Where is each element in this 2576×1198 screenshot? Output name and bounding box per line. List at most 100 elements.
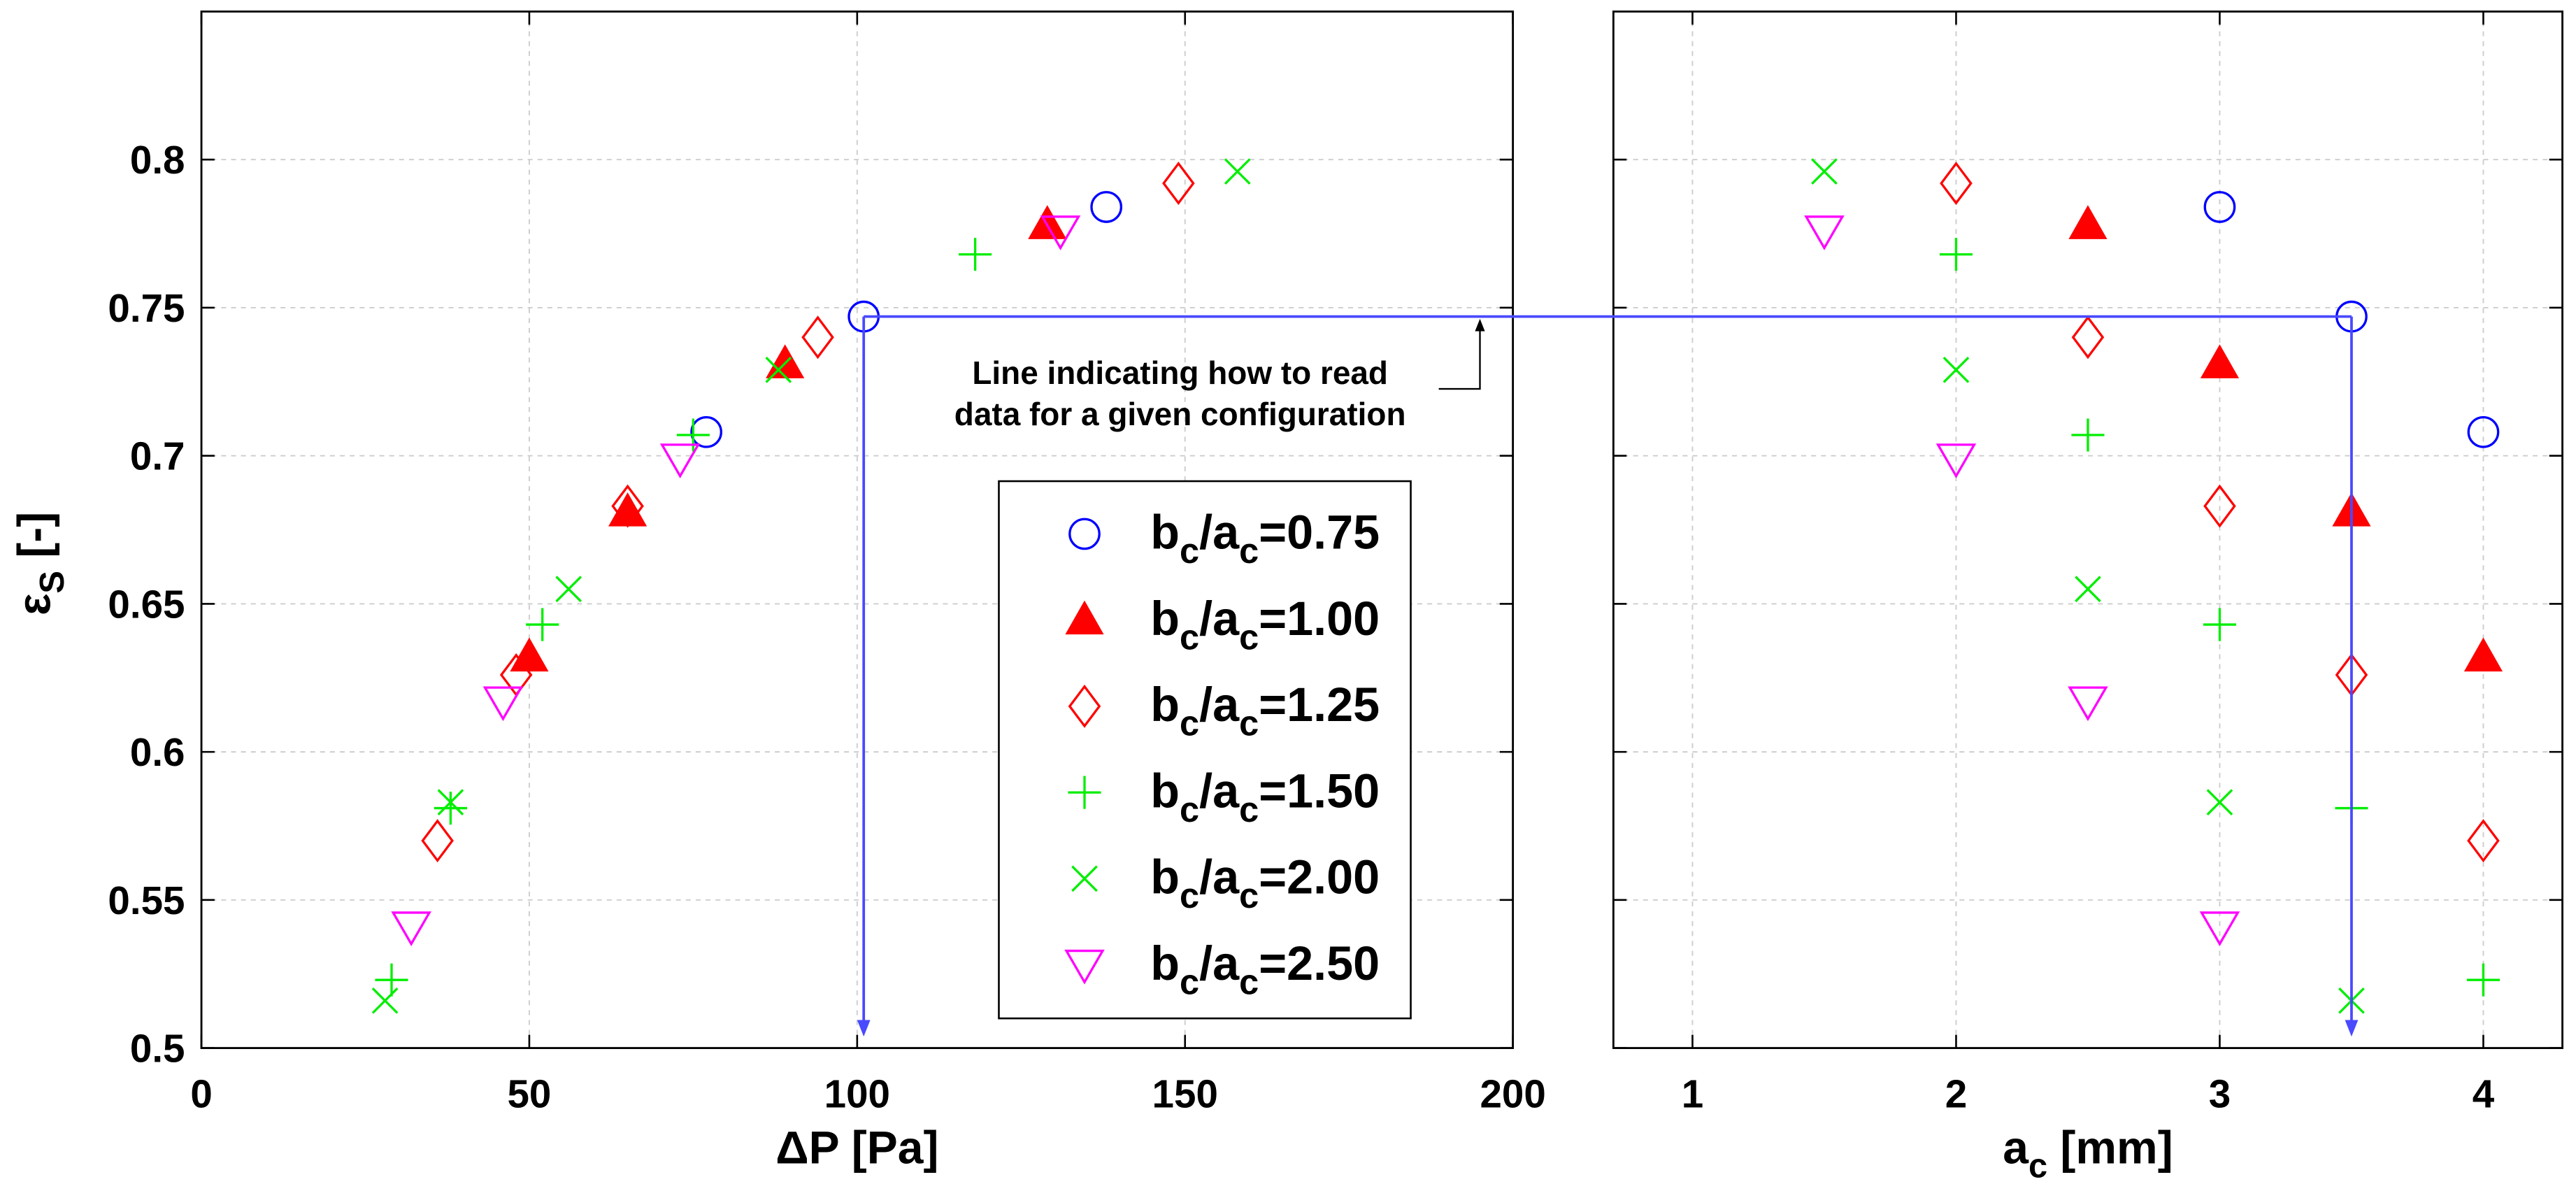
legend-entry: b_c/a_c=1.50 bbox=[1068, 764, 1380, 829]
y-axis-label: ε_S [-] bbox=[8, 512, 71, 615]
y-tick-label: 0.7 bbox=[130, 434, 185, 478]
annotation-arrowhead bbox=[1475, 318, 1485, 331]
y-tick-label: 0.65 bbox=[108, 582, 185, 626]
legend-marker-triangle-up bbox=[1065, 600, 1104, 635]
guide-arrowhead bbox=[857, 1020, 871, 1037]
data-point-diamond bbox=[801, 315, 834, 359]
legend-label: b_c/a_c=1.50 bbox=[1150, 764, 1380, 829]
data-point-plus bbox=[526, 608, 559, 641]
series-3 bbox=[375, 238, 992, 997]
legend-box bbox=[998, 480, 1412, 1020]
legend-marker-diamond bbox=[1068, 684, 1101, 728]
legend-marker-plus bbox=[1068, 776, 1101, 809]
x-axis-label: ΔP [Pa] bbox=[775, 1122, 938, 1174]
data-point-plus bbox=[2071, 418, 2105, 452]
x-tick-label: 3 bbox=[2209, 1071, 2231, 1115]
series-4 bbox=[371, 158, 1251, 1014]
data-point-x bbox=[765, 357, 792, 383]
legend-label: b_c/a_c=2.00 bbox=[1150, 851, 1380, 915]
data-point-diamond bbox=[1162, 162, 1195, 206]
legend-entry: b_c/a_c=1.25 bbox=[1068, 678, 1380, 743]
data-point-plus bbox=[959, 238, 992, 271]
x-axis-label: a_c [mm] bbox=[2003, 1122, 2173, 1185]
annotation-leader-line bbox=[1438, 327, 1481, 390]
tick-marks bbox=[1613, 11, 2563, 1049]
tick-marks bbox=[200, 11, 1514, 1049]
guide-arrowhead bbox=[2345, 1020, 2359, 1037]
y-tick-label: 0.6 bbox=[130, 730, 185, 774]
data-point-x bbox=[1942, 357, 1970, 383]
data-point-diamond bbox=[611, 484, 644, 528]
data-point-x bbox=[2075, 576, 2101, 603]
data-point-diamond bbox=[2203, 484, 2236, 528]
legend-entry: b_c/a_c=0.75 bbox=[1068, 506, 1380, 571]
data-point-triangle-up bbox=[1028, 205, 1067, 239]
data-point-triangle-up bbox=[2463, 637, 2503, 672]
data-point-triangle-down bbox=[2199, 911, 2240, 946]
x-tick-label: 4 bbox=[2473, 1071, 2495, 1115]
data-point-diamond bbox=[2071, 315, 2105, 359]
data-point-triangle-down bbox=[2068, 686, 2108, 722]
plot-area-frame bbox=[1612, 10, 2563, 1049]
data-point-triangle-down bbox=[391, 911, 431, 946]
left-panel-pressure-drop: 0 50 100 150 200 0.5 0.55 0.6 0.65 0.7 0.75 0.8 ΔP [… bbox=[8, 10, 1546, 1174]
x-tick-label: 0 bbox=[190, 1071, 212, 1115]
annotation-text: Line indicating how to read bbox=[972, 355, 1388, 391]
series-2 bbox=[421, 162, 1195, 863]
data-point-x bbox=[1811, 158, 1838, 185]
series-2 bbox=[1940, 162, 2500, 863]
x-tick-label: 2 bbox=[1945, 1071, 1967, 1115]
data-point-diamond bbox=[421, 819, 454, 863]
data-markers bbox=[371, 158, 1251, 1014]
data-point-triangle-down bbox=[1804, 215, 1845, 250]
y-tick-label: 0.55 bbox=[108, 878, 185, 922]
data-point-plus bbox=[2203, 608, 2237, 641]
data-point-x bbox=[371, 987, 399, 1014]
x-tick-label: 150 bbox=[1152, 1071, 1218, 1115]
data-point-circle bbox=[2467, 415, 2500, 448]
data-point-circle bbox=[1090, 191, 1123, 223]
data-point-plus bbox=[1939, 238, 1973, 271]
annotation-text: data for a given configuration bbox=[954, 396, 1406, 432]
reading-guide bbox=[857, 315, 2359, 1037]
legend-label: b_c/a_c=1.25 bbox=[1150, 678, 1380, 743]
data-point-circle bbox=[690, 415, 723, 448]
x-tick-label: 200 bbox=[1480, 1071, 1545, 1115]
data-point-circle bbox=[2203, 191, 2236, 223]
legend: b_c/a_c=0.75 b_c/a_c=1.00 b_c/a_c=1.25 b_c/… bbox=[998, 480, 1412, 1020]
data-point-plus bbox=[434, 792, 467, 825]
series-1 bbox=[2068, 205, 2503, 672]
data-point-triangle-up bbox=[2200, 344, 2240, 378]
x-tick-label: 100 bbox=[824, 1071, 890, 1115]
legend-label: b_c/a_c=1.00 bbox=[1150, 592, 1380, 657]
y-tick-label: 0.8 bbox=[130, 138, 185, 182]
data-point-diamond bbox=[2467, 819, 2500, 863]
legend-label: b_c/a_c=0.75 bbox=[1150, 506, 1380, 571]
x-tick-label: 1 bbox=[1682, 1071, 1703, 1115]
data-markers bbox=[1804, 158, 2503, 1014]
series-5 bbox=[1804, 215, 2240, 946]
data-point-x bbox=[1224, 158, 1251, 185]
data-point-triangle-down bbox=[659, 443, 701, 478]
legend-label: b_c/a_c=2.50 bbox=[1150, 937, 1380, 1001]
data-point-diamond bbox=[1940, 162, 1973, 206]
series-1 bbox=[510, 205, 1067, 672]
data-point-triangle-down bbox=[482, 686, 524, 722]
legend-entry: b_c/a_c=2.00 bbox=[1071, 851, 1380, 915]
data-point-triangle-down bbox=[1040, 215, 1081, 250]
legend-marker-x bbox=[1071, 865, 1098, 892]
data-point-plus bbox=[375, 963, 408, 997]
y-tick-label: 0.75 bbox=[108, 286, 185, 330]
series-3 bbox=[1939, 238, 2500, 997]
right-panel-channel-width: 1 2 3 4 a_c [mm] bbox=[1612, 10, 2563, 1185]
data-point-triangle-up bbox=[2068, 205, 2108, 239]
data-point-x bbox=[437, 789, 464, 815]
x-tick-label: 50 bbox=[507, 1071, 551, 1115]
annotation: Line indicating how to read data for a gi… bbox=[954, 318, 1485, 432]
grid-lines bbox=[1613, 11, 2563, 1048]
legend-entry: b_c/a_c=2.50 bbox=[1064, 937, 1380, 1001]
data-point-x bbox=[2206, 789, 2233, 815]
legend-marker-triangle-down bbox=[1064, 949, 1105, 985]
legend-marker-circle bbox=[1068, 518, 1101, 550]
